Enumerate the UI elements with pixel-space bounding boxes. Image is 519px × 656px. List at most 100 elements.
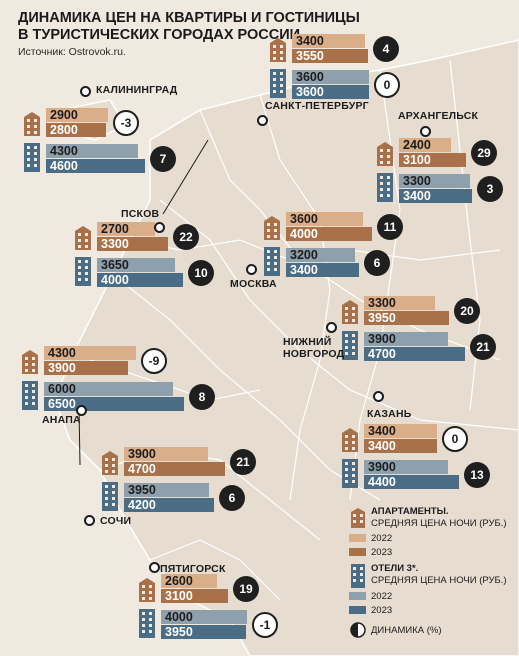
apartment-building-icon <box>139 578 155 602</box>
bar-hotel-2023: 4200 <box>124 498 214 512</box>
hotel-change-circle: 7 <box>150 146 176 172</box>
kaliningrad-pointer-line <box>162 139 209 215</box>
city-label: НИЖНИЙ НОВГОРОД <box>283 336 344 360</box>
hotel-building-icon <box>139 609 155 638</box>
bar-apt-2023: 4000 <box>286 227 372 241</box>
city-marker <box>149 562 160 573</box>
bar-hotel-2022: 3950 <box>124 483 209 497</box>
hotel-change-circle: 10 <box>188 260 214 286</box>
legend-swatch-apt-2022 <box>349 534 366 542</box>
city-marker <box>154 222 165 233</box>
city-label-line1: НИЖНИЙ <box>283 336 332 348</box>
city-marker <box>326 322 337 333</box>
apt-change-circle: 19 <box>233 576 259 602</box>
hotel-building-icon <box>22 381 38 410</box>
city-label: КАЗАНЬ <box>367 408 412 420</box>
city-label: МОСКВА <box>230 278 277 290</box>
bar-apt-2023: 2800 <box>46 123 106 137</box>
bar-apt-2023: 3900 <box>44 361 128 375</box>
city-label: АНАПА <box>42 414 81 426</box>
hotel-building-icon <box>377 173 393 202</box>
hotel-change-circle: 3 <box>477 176 503 202</box>
bar-hotel-2022: 3900 <box>364 332 448 346</box>
city-marker <box>420 126 431 137</box>
legend-apt-sub: СРЕДНЯЯ ЦЕНА НОЧИ (РУБ.) <box>371 518 507 529</box>
city-label: ПСКОВ <box>121 208 160 220</box>
apartment-building-icon <box>24 112 40 136</box>
apt-change-circle: 20 <box>454 298 480 324</box>
legend-apt-2022: 2022 <box>371 533 393 544</box>
city-marker <box>246 264 257 275</box>
legend-swatch-hotel-2023 <box>349 606 366 614</box>
legend-apt-title: АПАРТАМЕНТЫ. <box>371 506 449 517</box>
hotel-change-circle: 21 <box>470 334 496 360</box>
city-label: КАЛИНИНГРАД <box>96 84 178 96</box>
bar-hotel-2023: 4400 <box>364 475 459 489</box>
bar-hotel-2022: 6000 <box>44 382 173 396</box>
bar-apt-2023: 3100 <box>161 589 228 603</box>
apartment-building-icon <box>377 142 393 166</box>
bar-apt-2022: 4300 <box>44 346 136 360</box>
hotel-building-icon <box>270 69 286 98</box>
bar-hotel-2022: 4000 <box>161 610 247 624</box>
bar-apt-2022: 2900 <box>46 108 108 122</box>
bar-hotel-2023: 3400 <box>399 189 472 203</box>
bar-apt-2022: 3300 <box>364 296 435 310</box>
city-label: СОЧИ <box>100 515 132 527</box>
bar-apt-2022: 2600 <box>161 574 217 588</box>
hotel-change-circle: -1 <box>252 612 278 638</box>
bar-apt-2023: 3300 <box>97 237 168 251</box>
region-borders <box>89 59 519 601</box>
apt-change-circle: -3 <box>113 110 139 136</box>
bar-hotel-2023: 3600 <box>292 85 369 99</box>
anapa-pointer-line <box>78 407 81 466</box>
bar-hotel-2023: 4000 <box>97 273 183 287</box>
hotel-change-circle: 13 <box>464 462 490 488</box>
city-label: ПЯТИГОРСК <box>160 563 226 575</box>
hotel-change-circle: 6 <box>364 250 390 276</box>
legend-hotel-sub: СРЕДНЯЯ ЦЕНА НОЧИ (РУБ.) <box>371 575 507 586</box>
legend-change-label: ДИНАМИКА (%) <box>371 625 442 636</box>
bar-hotel-2022: 3200 <box>286 248 355 262</box>
bar-hotel-2023: 4600 <box>46 159 145 173</box>
bar-hotel-2022: 3300 <box>399 174 470 188</box>
bar-apt-2022: 3400 <box>292 34 365 48</box>
city-marker <box>76 405 87 416</box>
city-marker <box>84 515 95 526</box>
hotel-building-icon <box>351 564 365 588</box>
legend-apt-2023: 2023 <box>371 547 393 558</box>
bar-hotel-2022: 4300 <box>46 144 138 158</box>
legend-hotel-2022: 2022 <box>371 591 393 602</box>
apartment-building-icon <box>102 451 118 475</box>
change-circle-icon <box>350 622 366 638</box>
apartment-building-icon <box>264 216 280 240</box>
bar-apt-2022: 3600 <box>286 212 363 226</box>
apartment-building-icon <box>75 226 91 250</box>
legend-hotel-2023: 2023 <box>371 605 393 616</box>
hotel-change-circle: 8 <box>189 384 215 410</box>
apt-change-circle: 29 <box>471 140 497 166</box>
hotel-building-icon <box>24 143 40 172</box>
city-label-line2: НОВГОРОД <box>283 348 345 360</box>
bar-hotel-2023: 4700 <box>364 347 465 361</box>
city-label: АРХАНГЕЛЬСК <box>398 110 479 122</box>
apartment-building-icon <box>270 38 286 62</box>
bar-apt-2023: 3400 <box>364 439 437 453</box>
bar-apt-2022: 2400 <box>399 138 451 152</box>
bar-hotel-2023: 3950 <box>161 625 246 639</box>
apartment-building-icon <box>351 508 365 528</box>
bar-apt-2022: 3900 <box>124 447 208 461</box>
bar-hotel-2023: 6500 <box>44 397 184 411</box>
chart-title: ДИНАМИКА ЦЕН НА КВАРТИРЫ И ГОСТИНИЦЫ В Т… <box>18 10 360 43</box>
apt-change-circle: 11 <box>377 214 403 240</box>
bar-hotel-2022: 3900 <box>364 460 448 474</box>
city-marker <box>373 391 384 402</box>
hotel-building-icon <box>264 247 280 276</box>
bar-apt-2023: 3950 <box>364 311 449 325</box>
hotel-change-circle: 0 <box>374 72 400 98</box>
hotel-change-circle: 6 <box>219 485 245 511</box>
city-marker <box>80 86 91 97</box>
bar-hotel-2022: 3600 <box>292 70 369 84</box>
bar-hotel-2023: 3400 <box>286 263 359 277</box>
